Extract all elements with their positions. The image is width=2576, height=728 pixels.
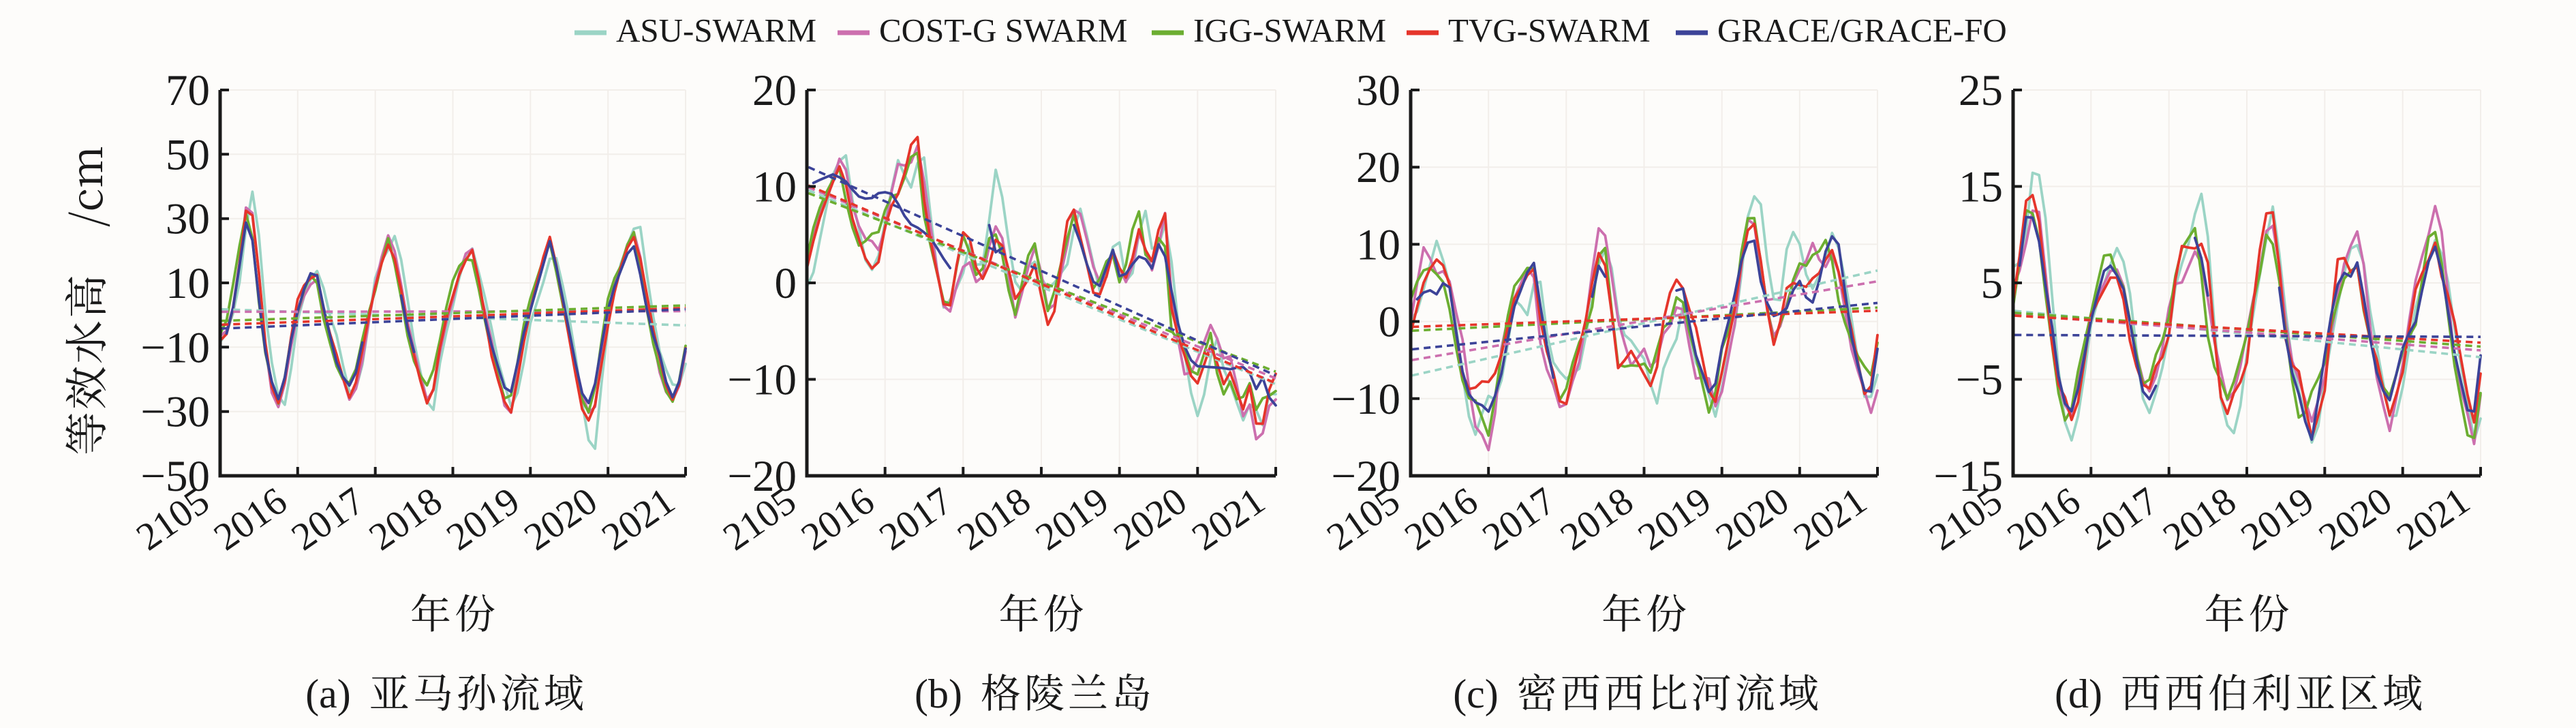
svg-text:COST-G SWARM: COST-G SWARM	[879, 12, 1127, 49]
svg-text:10: 10	[166, 259, 210, 308]
svg-text:TVG-SWARM: TVG-SWARM	[1448, 12, 1651, 49]
svg-text:−5: −5	[1956, 356, 2003, 405]
svg-text:30: 30	[166, 195, 210, 244]
svg-text:GRACE/GRACE-FO: GRACE/GRACE-FO	[1717, 12, 2007, 49]
svg-text:−15: −15	[1933, 452, 2003, 501]
svg-text:15: 15	[1959, 163, 2003, 212]
svg-text:ASU-SWARM: ASU-SWARM	[616, 12, 816, 49]
svg-text:70: 70	[166, 66, 210, 115]
svg-text:−30: −30	[140, 388, 210, 437]
svg-text:0: 0	[1379, 298, 1401, 347]
svg-text:20: 20	[752, 66, 797, 115]
svg-text:30: 30	[1356, 66, 1400, 115]
svg-text:−20: −20	[727, 452, 797, 501]
svg-text:(d): (d)	[2055, 671, 2102, 716]
svg-text:50: 50	[166, 130, 210, 179]
svg-text:(c): (c)	[1453, 671, 1499, 716]
svg-text:(a): (a)	[305, 671, 351, 716]
svg-text:0: 0	[775, 259, 797, 308]
svg-text:−50: −50	[140, 452, 210, 501]
svg-text:−10: −10	[140, 323, 210, 372]
svg-text:−10: −10	[727, 356, 797, 405]
svg-text:(b): (b)	[915, 671, 962, 716]
svg-text:IGG-SWARM: IGG-SWARM	[1193, 12, 1386, 49]
svg-text:20: 20	[1356, 143, 1400, 192]
svg-text:25: 25	[1959, 66, 2003, 115]
svg-text:5: 5	[1981, 259, 2004, 308]
svg-text:10: 10	[752, 163, 797, 212]
svg-text:−20: −20	[1331, 452, 1400, 501]
svg-text:10: 10	[1356, 220, 1400, 269]
svg-text:−10: −10	[1331, 375, 1400, 424]
